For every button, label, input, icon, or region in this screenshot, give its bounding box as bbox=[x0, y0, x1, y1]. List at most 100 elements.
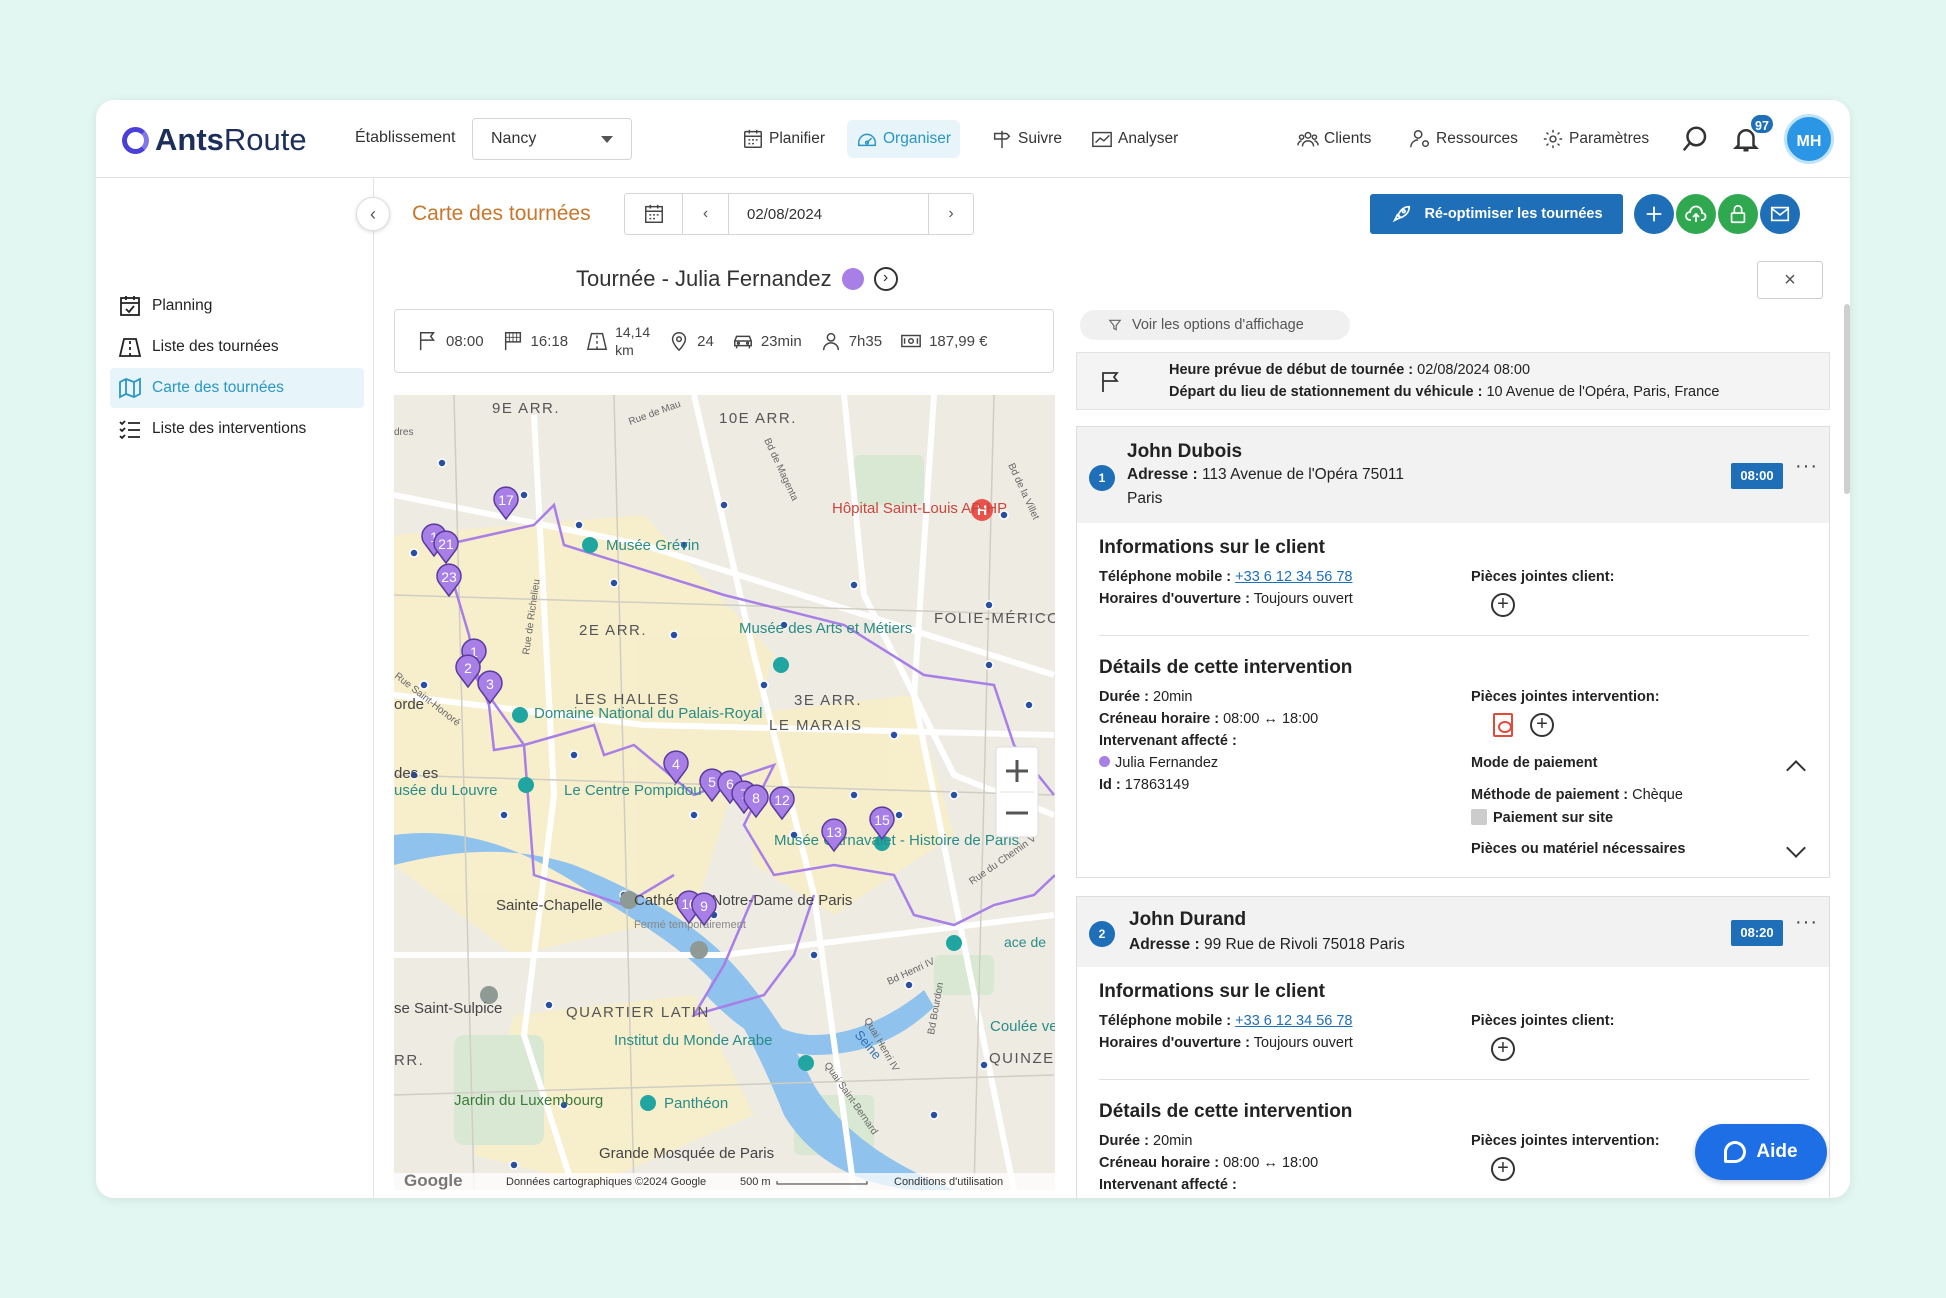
add-client-attachment-button[interactable]: + bbox=[1491, 1037, 1515, 1061]
display-options-label: Voir les options d'affichage bbox=[1132, 317, 1304, 333]
map-poi-label: Musée Grévin bbox=[606, 537, 699, 554]
nav-organiser[interactable]: Organiser bbox=[847, 120, 961, 158]
phone-link[interactable]: +33 6 12 34 56 78 bbox=[1235, 569, 1353, 585]
add-intervention-attachment-button[interactable]: + bbox=[1491, 1157, 1515, 1181]
card-header[interactable] bbox=[1077, 897, 1829, 967]
cloud-upload-button[interactable] bbox=[1676, 194, 1716, 234]
date-value[interactable]: 02/08/2024 bbox=[729, 194, 929, 234]
map-poi-label: Domaine National du Palais-Royal bbox=[534, 705, 762, 722]
sidebar-item-liste-tournees[interactable]: Liste des tournées bbox=[110, 327, 364, 367]
tour-map[interactable]: H 9E ARR. 10E ARR. 2E ARR. 3E ARR. LE MA… bbox=[394, 395, 1055, 1190]
intervention-attachments-text: Pièces jointes intervention: bbox=[1471, 689, 1660, 705]
client-info-title: Informations sur le client bbox=[1099, 537, 1325, 558]
sidebar-item-liste-interventions[interactable]: Liste des interventions bbox=[110, 409, 364, 449]
stat-start-value: 08:00 bbox=[446, 332, 484, 350]
add-intervention-attachment-button[interactable]: + bbox=[1530, 713, 1554, 737]
stop-marker[interactable]: 23 bbox=[436, 563, 462, 598]
phone-label: Téléphone mobile : bbox=[1099, 569, 1232, 585]
stop-marker[interactable]: 1 bbox=[461, 638, 487, 673]
intervenant-label: Intervenant affecté : bbox=[1099, 733, 1237, 749]
map-poi-label: Sainte-Chapelle bbox=[496, 897, 603, 914]
intervenant-line: Intervenant affecté : bbox=[1099, 733, 1237, 749]
phone-link[interactable]: +33 6 12 34 56 78 bbox=[1235, 1013, 1353, 1029]
nav-suivre[interactable]: Suivre bbox=[982, 120, 1071, 158]
panel-scrollbar[interactable] bbox=[1844, 304, 1850, 494]
nav-planifier-label: Planifier bbox=[769, 130, 825, 147]
sidebar-item-planning[interactable]: Planning bbox=[110, 286, 364, 326]
nav-ressources[interactable]: Ressources bbox=[1400, 120, 1527, 158]
map-poi-label: usée du Louvre bbox=[394, 782, 497, 799]
nav-clients[interactable]: Clients bbox=[1288, 120, 1380, 158]
stop-marker[interactable]: 9 bbox=[691, 892, 717, 927]
map-poi-label: Musée des Arts et Métiers bbox=[739, 620, 912, 637]
stop-marker-label: 3 bbox=[486, 676, 494, 692]
creneau-line: Créneau horaire : 08:00 ↔ 18:00 bbox=[1099, 1155, 1318, 1171]
chevron-up-icon[interactable] bbox=[1786, 760, 1806, 780]
add-client-attachment-button[interactable]: + bbox=[1491, 593, 1515, 617]
avatar[interactable]: MH bbox=[1784, 114, 1834, 164]
sidebar-item-label: Carte des tournées bbox=[152, 379, 284, 396]
stop-marker-label: 8 bbox=[752, 790, 760, 806]
previous-day-button[interactable]: ‹ bbox=[683, 194, 729, 234]
depart-value: 10 Avenue de l'Opéra, Paris, France bbox=[1486, 384, 1720, 400]
zoom-in-button[interactable] bbox=[996, 747, 1038, 792]
client-address: Adresse : 99 Rue de Rivoli 75018 Paris bbox=[1129, 933, 1405, 957]
more-options-icon[interactable]: ··· bbox=[1795, 455, 1818, 477]
chevron-down-icon[interactable] bbox=[1786, 838, 1806, 858]
bell-icon[interactable] bbox=[1731, 124, 1761, 154]
display-options-button[interactable]: Voir les options d'affichage bbox=[1080, 310, 1350, 340]
sidebar-item-label: Liste des tournées bbox=[152, 338, 279, 355]
payment-section-title[interactable]: Mode de paiement bbox=[1471, 755, 1598, 771]
payment-title-text: Mode de paiement bbox=[1471, 755, 1598, 771]
collapse-sidebar-button[interactable]: ‹ bbox=[356, 197, 390, 231]
stop-marker[interactable]: 2 bbox=[455, 654, 481, 689]
lock-button[interactable] bbox=[1718, 194, 1758, 234]
hours-line: Horaires d'ouverture : Toujours ouvert bbox=[1099, 1035, 1353, 1051]
duree-line: Durée : 20min bbox=[1099, 1133, 1193, 1149]
stop-marker[interactable]: 15 bbox=[869, 806, 895, 841]
phone-line: Téléphone mobile : +33 6 12 34 56 78 bbox=[1099, 569, 1352, 585]
more-options-icon[interactable]: ··· bbox=[1795, 911, 1818, 933]
stop-marker[interactable]: 3 bbox=[477, 670, 503, 705]
next-day-button[interactable]: › bbox=[948, 205, 954, 222]
stop-marker[interactable]: 21 bbox=[433, 530, 459, 565]
close-button[interactable]: × bbox=[1757, 261, 1823, 299]
map-poi-label: des es bbox=[394, 765, 438, 782]
tour-start-info: Heure prévue de début de tournée : 02/08… bbox=[1076, 352, 1830, 410]
card-header[interactable] bbox=[1077, 427, 1829, 523]
logo-text-bold: Ants bbox=[155, 122, 224, 157]
reoptimize-button[interactable]: Ré-optimiser les tournées bbox=[1370, 194, 1623, 234]
stop-marker[interactable]: 4 bbox=[663, 750, 689, 785]
calendar-picker-button[interactable] bbox=[625, 194, 683, 234]
antsroute-logo[interactable]: Ants Route bbox=[122, 122, 307, 158]
sidebar-item-carte-tournees[interactable]: Carte des tournées bbox=[110, 368, 364, 408]
onsite-payment-checkbox[interactable]: Paiement sur site bbox=[1471, 809, 1613, 826]
nav-parametres[interactable]: Paramètres bbox=[1533, 120, 1658, 158]
chevron-right-circle-icon[interactable]: › bbox=[873, 267, 898, 291]
logo-ring-icon bbox=[122, 126, 149, 154]
sidebar-item-label: Liste des interventions bbox=[152, 420, 307, 437]
help-button[interactable]: Aide bbox=[1695, 1124, 1827, 1180]
zoom-out-button[interactable] bbox=[996, 792, 1038, 837]
add-button[interactable] bbox=[1634, 194, 1674, 234]
map-district-label: RR. bbox=[394, 1052, 424, 1069]
stop-marker[interactable]: 13 bbox=[821, 818, 847, 853]
etablissement-select[interactable]: Nancy bbox=[472, 118, 632, 160]
email-button[interactable] bbox=[1760, 194, 1800, 234]
nav-planifier[interactable]: Planifier bbox=[733, 120, 834, 158]
hours-label: Horaires d'ouverture : bbox=[1099, 591, 1250, 607]
stop-marker[interactable]: 8 bbox=[743, 784, 769, 819]
search-icon[interactable] bbox=[1680, 124, 1710, 154]
checklist-icon bbox=[119, 420, 140, 440]
divider bbox=[1099, 1079, 1809, 1080]
creneau-label: Créneau horaire : bbox=[1099, 1155, 1220, 1171]
duree-label: Durée : bbox=[1099, 689, 1149, 705]
materials-section-title[interactable]: Pièces ou matériel nécessaires bbox=[1471, 841, 1685, 857]
pdf-file-icon[interactable] bbox=[1493, 713, 1513, 737]
stop-marker[interactable]: 17 bbox=[493, 486, 519, 521]
nav-analyser[interactable]: Analyser bbox=[1082, 120, 1187, 158]
stop-number-badge: 2 bbox=[1089, 921, 1115, 947]
tour-title: Tournée - Julia Fernandez › bbox=[576, 266, 898, 292]
stop-marker[interactable]: 12 bbox=[769, 786, 795, 821]
intervention-attachments-text: Pièces jointes intervention: bbox=[1471, 1133, 1660, 1149]
